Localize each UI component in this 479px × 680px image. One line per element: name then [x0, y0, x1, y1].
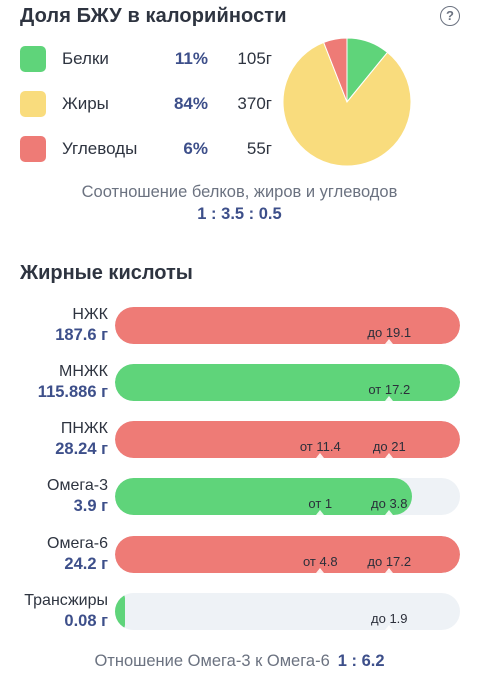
fatty-acid-bar: от 17.2 — [115, 364, 460, 401]
macro-pie-chart — [283, 38, 411, 166]
fatty-acid-name: ПНЖК — [60, 420, 108, 437]
pie-slice-fat — [283, 41, 411, 166]
macro-grams: 370г — [237, 94, 272, 113]
fatty-acid-name: Трансжиры — [24, 592, 108, 609]
macro-row-carbs: Углеводы 6% 55г — [20, 136, 280, 162]
fatty-acid-bar: до 1.9 — [115, 593, 460, 630]
fatty-acid-bar-fill — [115, 364, 460, 401]
macro-grams: 105г — [237, 49, 272, 68]
fatty-acid-name: Омега-6 — [47, 535, 108, 552]
norm-marker-label: до 3.8 — [371, 496, 408, 511]
protein-swatch — [20, 46, 46, 72]
fatty-acid-name: НЖК — [72, 306, 108, 323]
fatty-acid-bar-fill — [115, 593, 126, 630]
fatty-acid-row: ПНЖК 28.24 г от 11.4 до 21 — [0, 420, 479, 480]
macro-name: Жиры — [62, 94, 109, 113]
fatty-acid-value: 28.24 г — [55, 440, 108, 458]
fatty-acid-row: Омега-6 24.2 г от 4.8 до 17.2 — [0, 535, 479, 595]
omega-ratio-label: Отношение Омега-3 к Омега-6 — [94, 652, 330, 670]
ratio-value: 1 : 3.5 : 0.5 — [197, 205, 282, 223]
help-icon[interactable]: ? — [440, 6, 460, 26]
macros-title: Доля БЖУ в калорийности — [20, 5, 287, 27]
fatty-acid-bar: от 4.8 до 17.2 — [115, 536, 460, 573]
macro-name: Углеводы — [62, 139, 138, 158]
fatty-acid-bar: от 1 до 3.8 — [115, 478, 460, 515]
norm-marker-tick — [385, 339, 394, 344]
fatty-acid-value: 24.2 г — [64, 555, 108, 573]
fatty-acid-bar: от 11.4 до 21 — [115, 421, 460, 458]
norm-marker-label: от 1 — [308, 496, 333, 511]
macro-row-fat: Жиры 84% 370г — [20, 91, 280, 117]
norm-marker-tick — [385, 453, 394, 458]
pie-slice-carbs — [323, 38, 348, 103]
ratio-caption: Соотношение белков, жиров и углеводов — [81, 183, 398, 201]
norm-marker-tick — [316, 510, 325, 515]
fatty-acid-value: 3.9 г — [73, 497, 108, 515]
fatty-acid-value: 115.886 г — [37, 383, 108, 401]
fatty-acid-row: МНЖК 115.886 г от 17.2 — [0, 363, 479, 423]
fatty-acid-row: НЖК 187.6 г до 19.1 — [0, 306, 479, 366]
fatty-acid-row: Трансжиры 0.08 г до 1.9 — [0, 592, 479, 652]
norm-marker-label: от 17.2 — [368, 382, 411, 397]
fatty-acid-bar-fill — [115, 307, 460, 344]
omega-ratio: Отношение Омега-3 к Омега-6 1 : 6.2 — [0, 652, 479, 671]
fatty-acids-title: Жирные кислоты — [20, 262, 193, 284]
macro-percent: 6% — [183, 139, 208, 158]
fatty-acid-value: 0.08 г — [64, 612, 108, 630]
macro-row-protein: Белки 11% 105г — [20, 46, 280, 72]
omega-ratio-value: 1 : 6.2 — [337, 652, 385, 670]
macro-percent: 84% — [173, 94, 208, 113]
norm-marker-label: от 4.8 — [302, 554, 338, 569]
norm-marker-tick — [385, 568, 394, 573]
norm-marker-tick — [385, 625, 394, 630]
norm-marker-label: до 21 — [372, 439, 406, 454]
fatty-acid-name: Омега-3 — [47, 477, 108, 494]
fatty-acid-bar: до 19.1 — [115, 307, 460, 344]
fatty-acid-bar-fill — [115, 421, 460, 458]
norm-marker-tick — [385, 396, 394, 401]
norm-marker-label: до 1.9 — [371, 611, 408, 626]
fatty-acid-name: МНЖК — [59, 363, 108, 380]
macro-name: Белки — [62, 49, 109, 68]
fatty-acid-row: Омега-3 3.9 г от 1 до 3.8 — [0, 477, 479, 537]
norm-marker-label: до 17.2 — [367, 554, 412, 569]
norm-marker-tick — [316, 453, 325, 458]
fatty-acid-bar-fill — [115, 478, 412, 515]
norm-marker-label: до 19.1 — [367, 325, 412, 340]
macro-grams: 55г — [246, 139, 272, 158]
fatty-acid-value: 187.6 г — [55, 326, 108, 344]
norm-marker-tick — [316, 568, 325, 573]
macro-percent: 11% — [174, 49, 208, 68]
carbs-swatch — [20, 136, 46, 162]
fat-swatch — [20, 91, 46, 117]
norm-marker-label: от 11.4 — [299, 439, 341, 454]
norm-marker-tick — [385, 510, 394, 515]
fatty-acid-bar-fill — [115, 536, 460, 573]
